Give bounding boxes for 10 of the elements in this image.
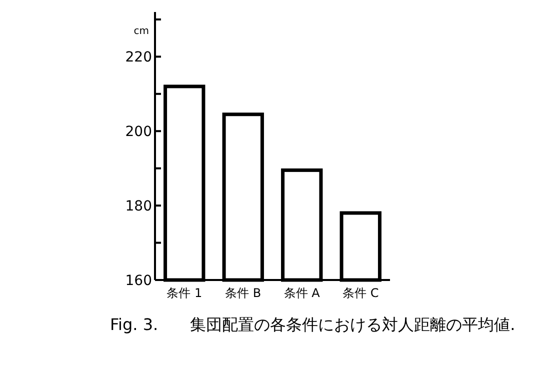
y-tick-label: 200: [125, 124, 152, 140]
caption: Fig. 3. 集団配置の各条件における対人距離の平均値.: [110, 315, 516, 334]
y-tick-label: 220: [125, 50, 152, 66]
y-tick-label: 160: [125, 273, 152, 289]
y-tick-label: 180: [125, 198, 152, 215]
x-tick-label: 条件 B: [225, 286, 262, 300]
x-tick-label: 条件 C: [342, 286, 379, 300]
x-tick-label: 条件 A: [284, 286, 321, 300]
y-axis-title: cm: [134, 26, 149, 37]
x-tick-label: 条件 1: [166, 286, 202, 300]
